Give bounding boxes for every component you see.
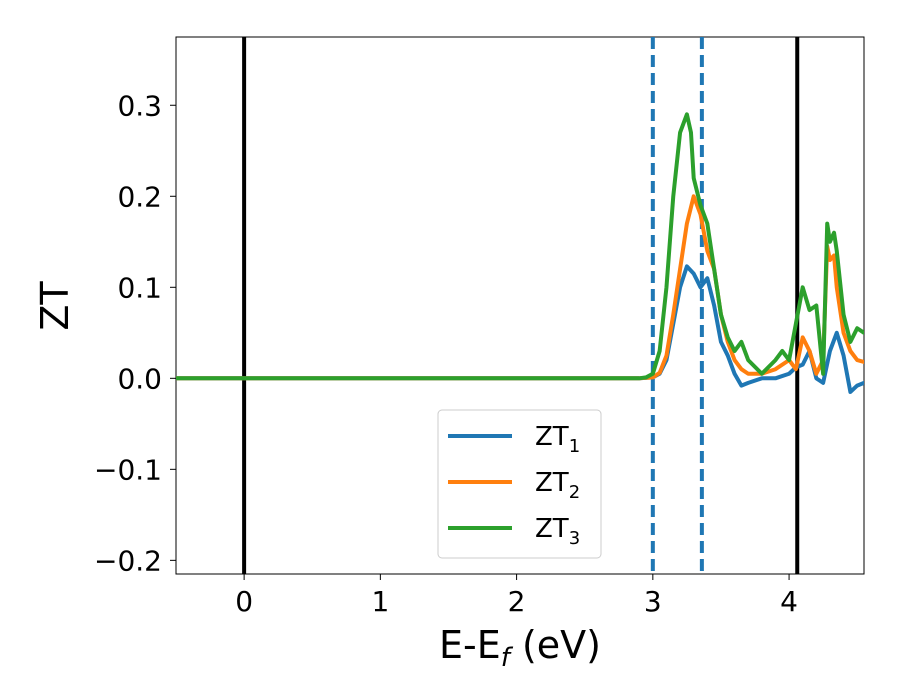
x-tick-label: 3 [644,585,662,618]
y-tick-label: −0.1 [94,453,162,486]
plot-frame [175,36,865,575]
series-line-zt3 [176,112,864,381]
x-axis-label: E-Ef (eV) [439,623,601,673]
y-tick-label: 0.3 [117,89,162,122]
y-tick-label: 0.0 [117,362,162,395]
series-line-zt2 [176,194,864,381]
x-tick-label: 2 [508,585,526,618]
legend-box [437,409,602,559]
legend-label-zt2: ZT2 [535,468,580,503]
legend-label-zt3: ZT3 [535,514,580,549]
y-tick-label: 0.2 [117,180,162,213]
x-tick-label: 0 [235,585,253,618]
x-tick-label: 1 [371,585,389,618]
x-tick-label: 4 [780,585,798,618]
legend-label-zt1: ZT1 [535,422,580,457]
y-tick-label: 0.1 [117,271,162,304]
y-axis-label: ZT [33,281,77,331]
y-tick-label: −0.2 [94,544,162,577]
legend: ZT1 ZT2 ZT3 [437,409,602,559]
